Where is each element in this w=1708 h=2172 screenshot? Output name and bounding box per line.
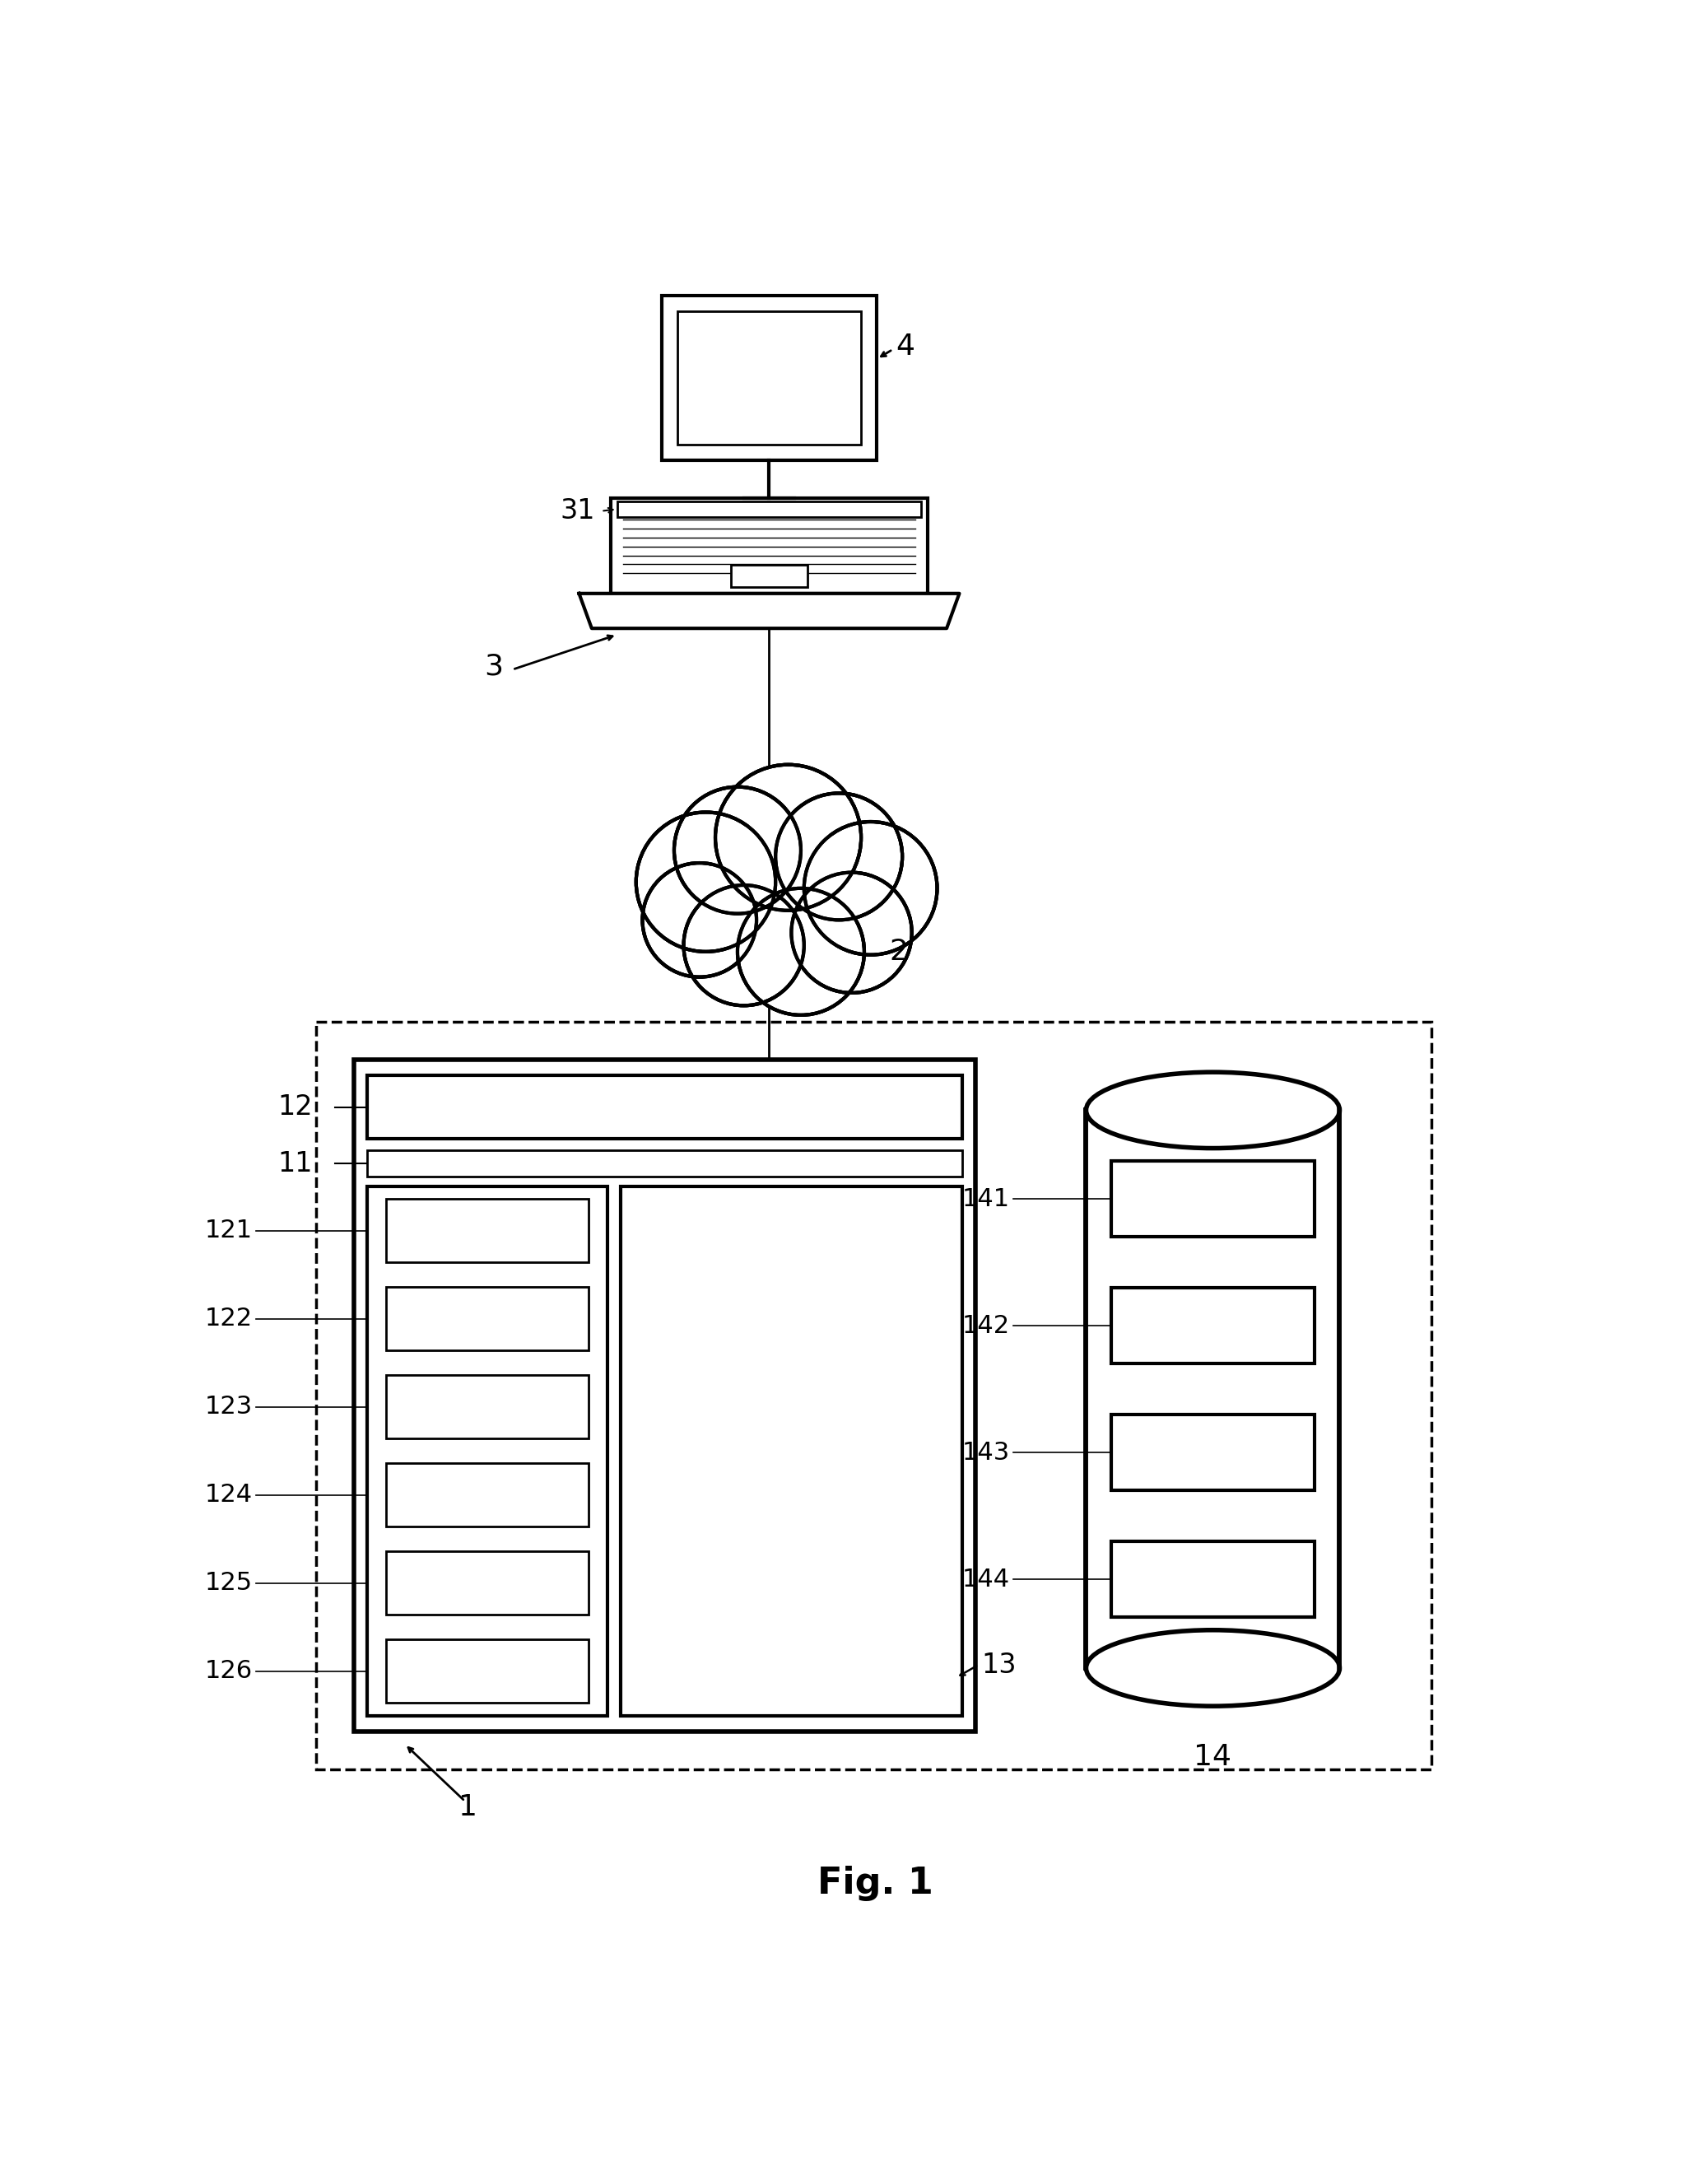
Bar [386, 1375, 589, 1438]
Ellipse shape [1086, 1073, 1339, 1149]
Text: 12: 12 [278, 1093, 313, 1121]
Bar [731, 565, 808, 586]
Text: 14: 14 [1194, 1742, 1231, 1770]
Text: 121: 121 [205, 1218, 253, 1242]
Bar [367, 1075, 963, 1138]
Text: 4: 4 [897, 332, 915, 361]
Circle shape [775, 793, 902, 921]
Bar [620, 1186, 963, 1716]
Text: 122: 122 [205, 1308, 253, 1331]
Text: 143: 143 [962, 1440, 1009, 1464]
Text: 126: 126 [205, 1659, 253, 1683]
Polygon shape [579, 593, 960, 628]
Bar [678, 311, 861, 445]
Text: 144: 144 [962, 1568, 1009, 1592]
Bar [386, 1288, 589, 1351]
Text: 3: 3 [483, 652, 502, 680]
Bar [1112, 1542, 1313, 1618]
Bar [367, 1186, 608, 1716]
Bar [1112, 1414, 1313, 1490]
Circle shape [804, 821, 938, 956]
Bar [386, 1551, 589, 1614]
Circle shape [635, 812, 775, 951]
Circle shape [738, 888, 864, 1014]
Circle shape [705, 819, 857, 971]
Circle shape [683, 886, 804, 1006]
Text: 142: 142 [962, 1314, 1009, 1338]
Text: 13: 13 [982, 1651, 1016, 1679]
Circle shape [716, 765, 861, 910]
Text: 2: 2 [890, 938, 909, 967]
Text: 124: 124 [205, 1483, 253, 1507]
Ellipse shape [1086, 1629, 1339, 1707]
Bar [611, 497, 927, 593]
Bar [386, 1640, 589, 1703]
Bar [386, 1199, 589, 1262]
Bar [316, 1021, 1431, 1770]
Text: 123: 123 [205, 1394, 253, 1418]
Polygon shape [700, 838, 871, 951]
Text: 1: 1 [459, 1794, 478, 1822]
Circle shape [642, 862, 757, 977]
Text: 11: 11 [278, 1149, 313, 1177]
Circle shape [791, 873, 912, 993]
Text: Fig. 1: Fig. 1 [816, 1866, 933, 1900]
Bar [354, 1060, 975, 1731]
Circle shape [675, 786, 801, 914]
Bar [1086, 1110, 1339, 1668]
Bar [1112, 1160, 1313, 1238]
Bar [367, 1151, 963, 1177]
Bar [1112, 1288, 1313, 1364]
Text: 125: 125 [205, 1570, 253, 1594]
Bar [386, 1464, 589, 1527]
Bar [661, 295, 876, 460]
Text: 141: 141 [962, 1186, 1009, 1210]
Text: 31: 31 [560, 497, 594, 526]
Bar [617, 502, 921, 517]
